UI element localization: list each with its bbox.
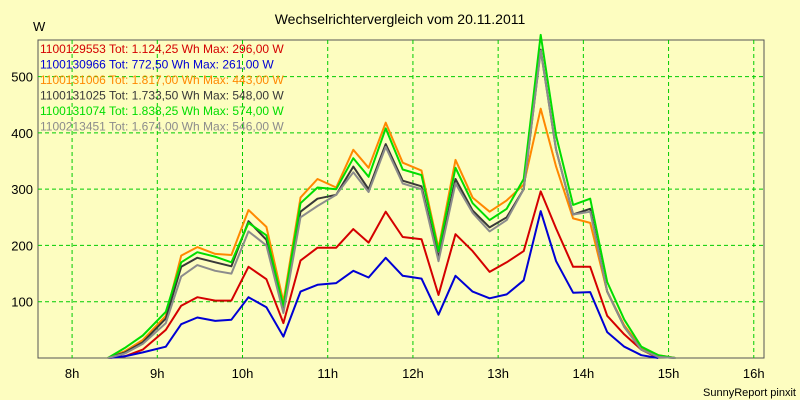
y-tick-label: 100: [11, 295, 33, 310]
legend-entry-1100131006: 1100131006 Tot: 1.817,00 Wh Max: 443,00 …: [40, 73, 284, 87]
plot-area: [37, 39, 765, 359]
x-tick-label: 12h: [402, 366, 424, 381]
x-axis-ticks: 8h 9h 10h 11h 12h 13h 14h 15h 16h: [65, 366, 765, 381]
series-lines: [107, 33, 676, 359]
x-tick-label: 8h: [65, 366, 79, 381]
x-tick-label: 14h: [573, 366, 595, 381]
x-tick-label: 10h: [232, 366, 254, 381]
y-tick-label: 500: [11, 70, 33, 85]
series-line-1100213451: [107, 49, 676, 359]
legend: 1100129553 Tot: 1.124,25 Wh Max: 296,00 …: [40, 42, 284, 134]
x-tick-label: 15h: [658, 366, 680, 381]
x-tick-label: 16h: [743, 366, 765, 381]
y-axis-label: W: [33, 19, 46, 34]
x-tick-label: 13h: [487, 366, 509, 381]
y-axis-ticks: 100 200 300 400 500: [11, 70, 33, 310]
legend-entry-1100131074: 1100131074 Tot: 1.838,25 Wh Max: 574,00 …: [40, 104, 284, 118]
chart-title: Wechselrichtervergleich vom 20.11.2011: [275, 11, 526, 27]
grid-lines: [38, 40, 764, 358]
legend-entry-1100213451: 1100213451 Tot: 1.674,00 Wh Max: 546,00 …: [40, 120, 284, 134]
legend-entry-1100129553: 1100129553 Tot: 1.124,25 Wh Max: 296,00 …: [40, 42, 284, 56]
series-line-1100130966: [107, 210, 659, 359]
legend-entry-1100130966: 1100130966 Tot: 772,50 Wh Max: 261,00 W: [40, 58, 274, 72]
series-line-1100131025: [107, 48, 676, 359]
series-line-1100131074: [107, 33, 676, 359]
x-tick-label: 9h: [150, 366, 164, 381]
y-tick-label: 200: [11, 238, 33, 253]
series-line-1100131006: [107, 107, 676, 359]
y-tick-label: 400: [11, 126, 33, 141]
x-tick-label: 11h: [317, 366, 338, 381]
series-line-1100129553: [107, 190, 659, 359]
credit-text: SunnyReport pinxit: [703, 387, 796, 399]
y-tick-label: 300: [11, 182, 33, 197]
legend-entry-1100131025: 1100131025 Tot: 1.733,50 Wh Max: 548,00 …: [40, 89, 284, 103]
